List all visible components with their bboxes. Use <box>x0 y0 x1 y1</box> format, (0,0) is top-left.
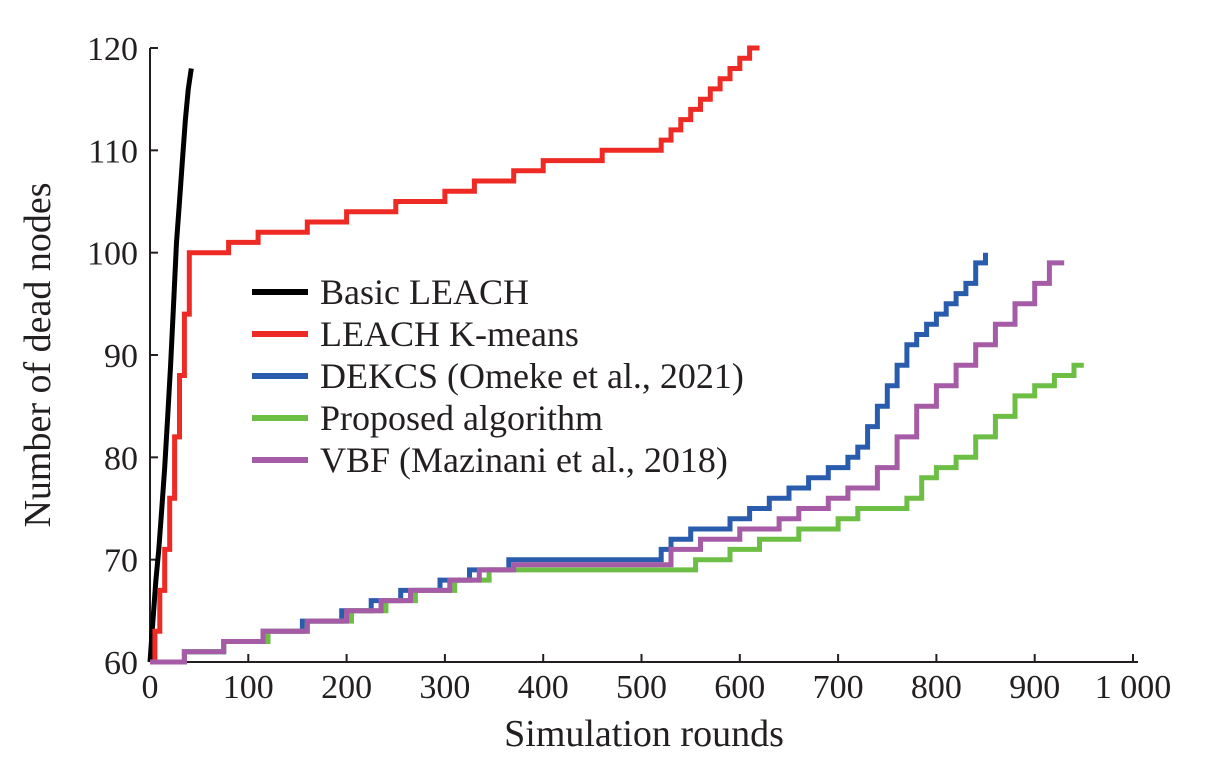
x-tick-label: 500 <box>616 669 667 706</box>
series-lines <box>147 45 1084 665</box>
x-tick-label: 200 <box>321 669 372 706</box>
legend-label-dekcs-omeke-et-al-2021: DEKCS (Omeke et al., 2021) <box>320 356 744 396</box>
x-axis-ticks: 0 100 200 300 400 500 600 700 800 900 1 000 <box>142 654 1172 706</box>
x-tick-label: 700 <box>813 669 864 706</box>
y-tick-label: 80 <box>104 440 138 477</box>
y-tick-label: 90 <box>104 338 138 375</box>
series-line-vbf-mazinani-et-al-2018 <box>150 260 1065 665</box>
y-tick-label: 60 <box>104 645 138 682</box>
x-tick-label: 100 <box>223 669 274 706</box>
y-tick-label: 100 <box>87 236 138 273</box>
y-axis-ticks: 60 70 80 90 100 110 120 <box>87 31 158 682</box>
series-line-proposed-algorithm <box>150 362 1084 665</box>
x-tick-label: 600 <box>714 669 765 706</box>
x-tick-label: 0 <box>142 669 159 706</box>
plot-area: 0 100 200 300 400 500 600 700 800 900 1 000 60 70 80… <box>87 31 1171 706</box>
x-tick-label: 300 <box>419 669 470 706</box>
x-tick-label: 900 <box>1009 669 1060 706</box>
x-axis-title: Simulation rounds <box>504 713 784 755</box>
legend-label-leach-k-means: LEACH K-means <box>320 314 579 354</box>
series-line-leach-k-means <box>150 45 760 665</box>
x-tick-label: 400 <box>518 669 569 706</box>
legend-label-proposed-algorithm: Proposed algorithm <box>320 398 603 438</box>
y-tick-label: 70 <box>104 543 138 580</box>
y-axis-title: Number of dead nodes <box>17 182 59 527</box>
series-line-basic-leach <box>147 68 194 663</box>
legend-label-basic-leach: Basic LEACH <box>320 272 529 312</box>
x-tick-label: 800 <box>911 669 962 706</box>
series-line-dekcs-omeke-et-al-2021 <box>150 252 988 665</box>
y-tick-label: 120 <box>87 31 138 68</box>
x-tick-label: 1 000 <box>1095 669 1172 706</box>
y-tick-label: 110 <box>88 133 138 170</box>
legend-label-vbf-mazinani-et-al-2018: VBF (Mazinani et al., 2018) <box>320 440 728 480</box>
